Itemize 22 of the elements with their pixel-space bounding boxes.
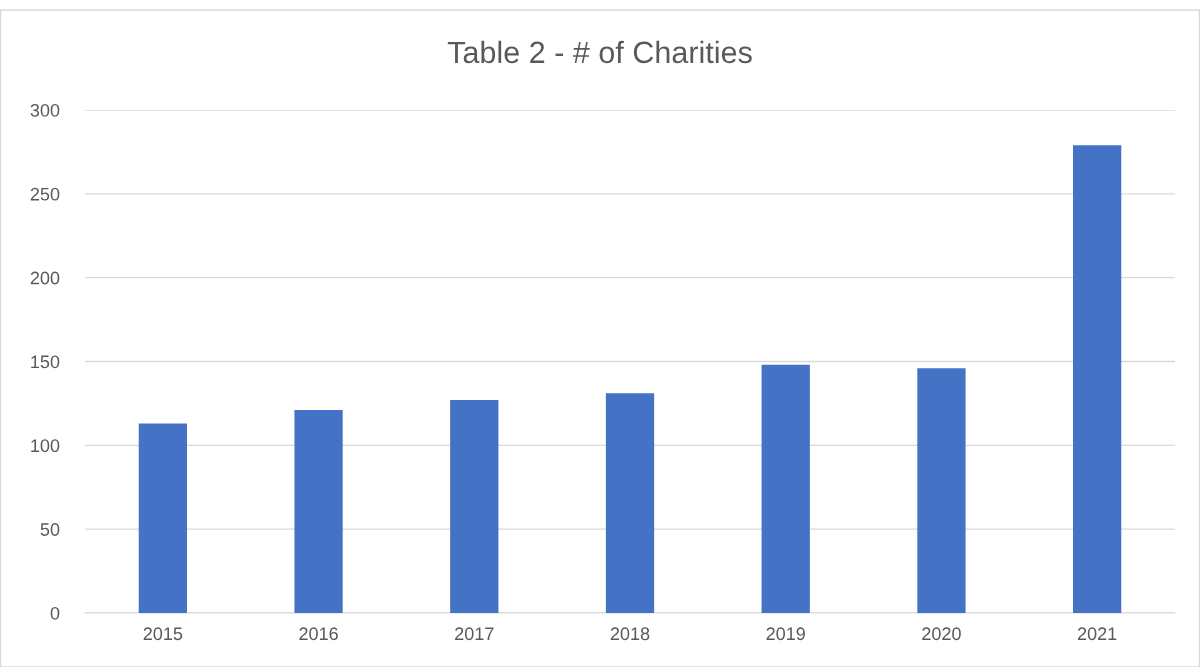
- x-tick-label: 2018: [610, 627, 650, 641]
- x-tick-label: 2021: [1077, 627, 1117, 641]
- bar: [450, 400, 499, 613]
- x-tick-label: 2019: [766, 627, 805, 641]
- bar: [294, 410, 343, 613]
- y-tick-label: 0: [50, 606, 60, 620]
- y-tick-label: 50: [40, 523, 60, 536]
- y-tick-label: 300: [30, 103, 60, 117]
- chart-title: Table 2 - # of Charities: [447, 40, 752, 64]
- bar: [1073, 145, 1122, 613]
- bar: [917, 368, 966, 613]
- y-tick-label: 100: [31, 439, 60, 453]
- x-tick-label: 2015: [143, 627, 183, 641]
- x-tick-label: 2016: [299, 627, 338, 641]
- y-tick-label: 200: [30, 271, 60, 285]
- bar: [761, 364, 810, 613]
- y-tick-label: 150: [31, 355, 60, 369]
- x-tick-label: 2017: [455, 627, 494, 641]
- x-tick-label: 2020: [922, 627, 961, 641]
- y-tick-label: 250: [30, 187, 60, 201]
- bar: [138, 423, 187, 613]
- bar: [605, 393, 655, 613]
